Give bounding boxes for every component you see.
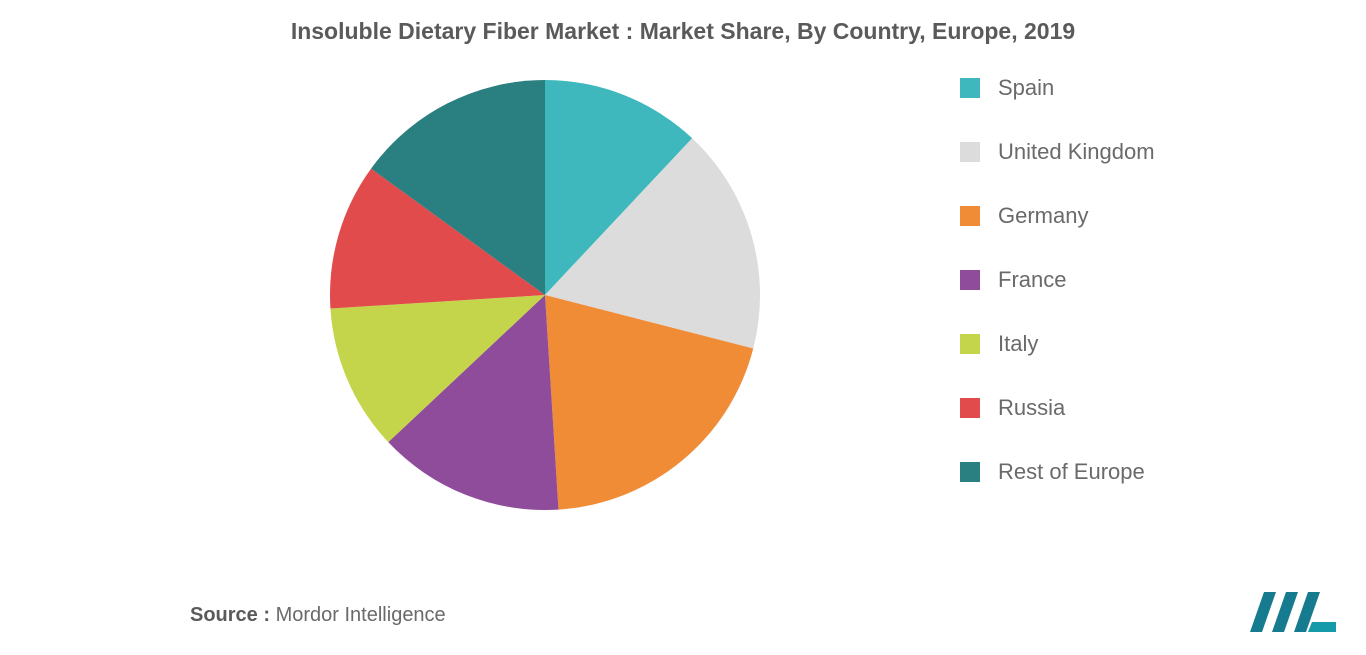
- source-line: Source : Mordor Intelligence: [190, 604, 446, 627]
- source-value: Mordor Intelligence: [276, 604, 446, 626]
- legend-label: Rest of Europe: [998, 459, 1145, 485]
- chart-title: Insoluble Dietary Fiber Market : Market …: [0, 18, 1366, 45]
- legend-item: Rest of Europe: [960, 459, 1155, 485]
- legend-swatch: [960, 206, 980, 226]
- legend-item: France: [960, 267, 1155, 293]
- legend-swatch: [960, 398, 980, 418]
- legend-label: Spain: [998, 75, 1054, 101]
- legend-label: Germany: [998, 203, 1088, 229]
- legend-item: Spain: [960, 75, 1155, 101]
- legend-item: United Kingdom: [960, 139, 1155, 165]
- chart-container: Insoluble Dietary Fiber Market : Market …: [0, 0, 1366, 655]
- brand-logo: [1250, 582, 1336, 637]
- source-label: Source :: [190, 604, 270, 626]
- legend-swatch: [960, 334, 980, 354]
- legend-label: Russia: [998, 395, 1065, 421]
- pie-chart: [330, 80, 760, 510]
- legend-swatch: [960, 462, 980, 482]
- legend-item: Russia: [960, 395, 1155, 421]
- logo-icon: [1250, 582, 1336, 632]
- legend-swatch: [960, 78, 980, 98]
- legend-label: France: [998, 267, 1066, 293]
- legend: Spain United Kingdom Germany France Italy Rus…: [960, 75, 1155, 485]
- legend-label: United Kingdom: [998, 139, 1155, 165]
- legend-swatch: [960, 142, 980, 162]
- legend-label: Italy: [998, 331, 1038, 357]
- legend-item: Germany: [960, 203, 1155, 229]
- pie-svg: [330, 80, 760, 510]
- legend-item: Italy: [960, 331, 1155, 357]
- legend-swatch: [960, 270, 980, 290]
